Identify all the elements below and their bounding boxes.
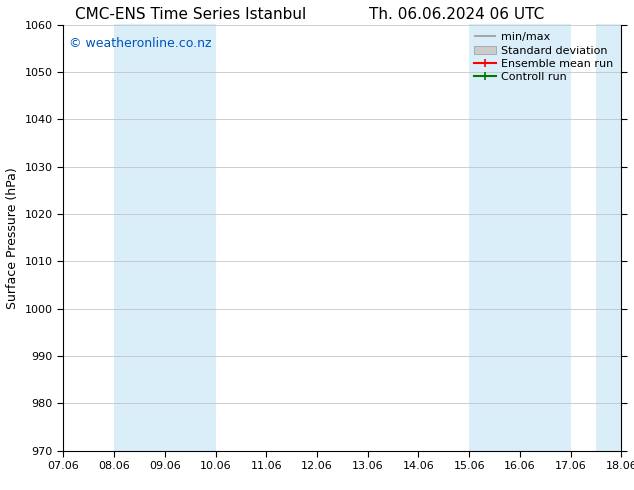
Legend: min/max, Standard deviation, Ensemble mean run, Controll run: min/max, Standard deviation, Ensemble me… [469,28,618,87]
Bar [469,24,571,451]
Y-axis label: Surface Pressure (hPa): Surface Pressure (hPa) [6,167,19,309]
Bar [596,24,621,451]
Bar [114,24,216,451]
Text: Th. 06.06.2024 06 UTC: Th. 06.06.2024 06 UTC [369,7,544,23]
Text: © weatheronline.co.nz: © weatheronline.co.nz [69,37,212,50]
Text: CMC-ENS Time Series Istanbul: CMC-ENS Time Series Istanbul [75,7,306,23]
